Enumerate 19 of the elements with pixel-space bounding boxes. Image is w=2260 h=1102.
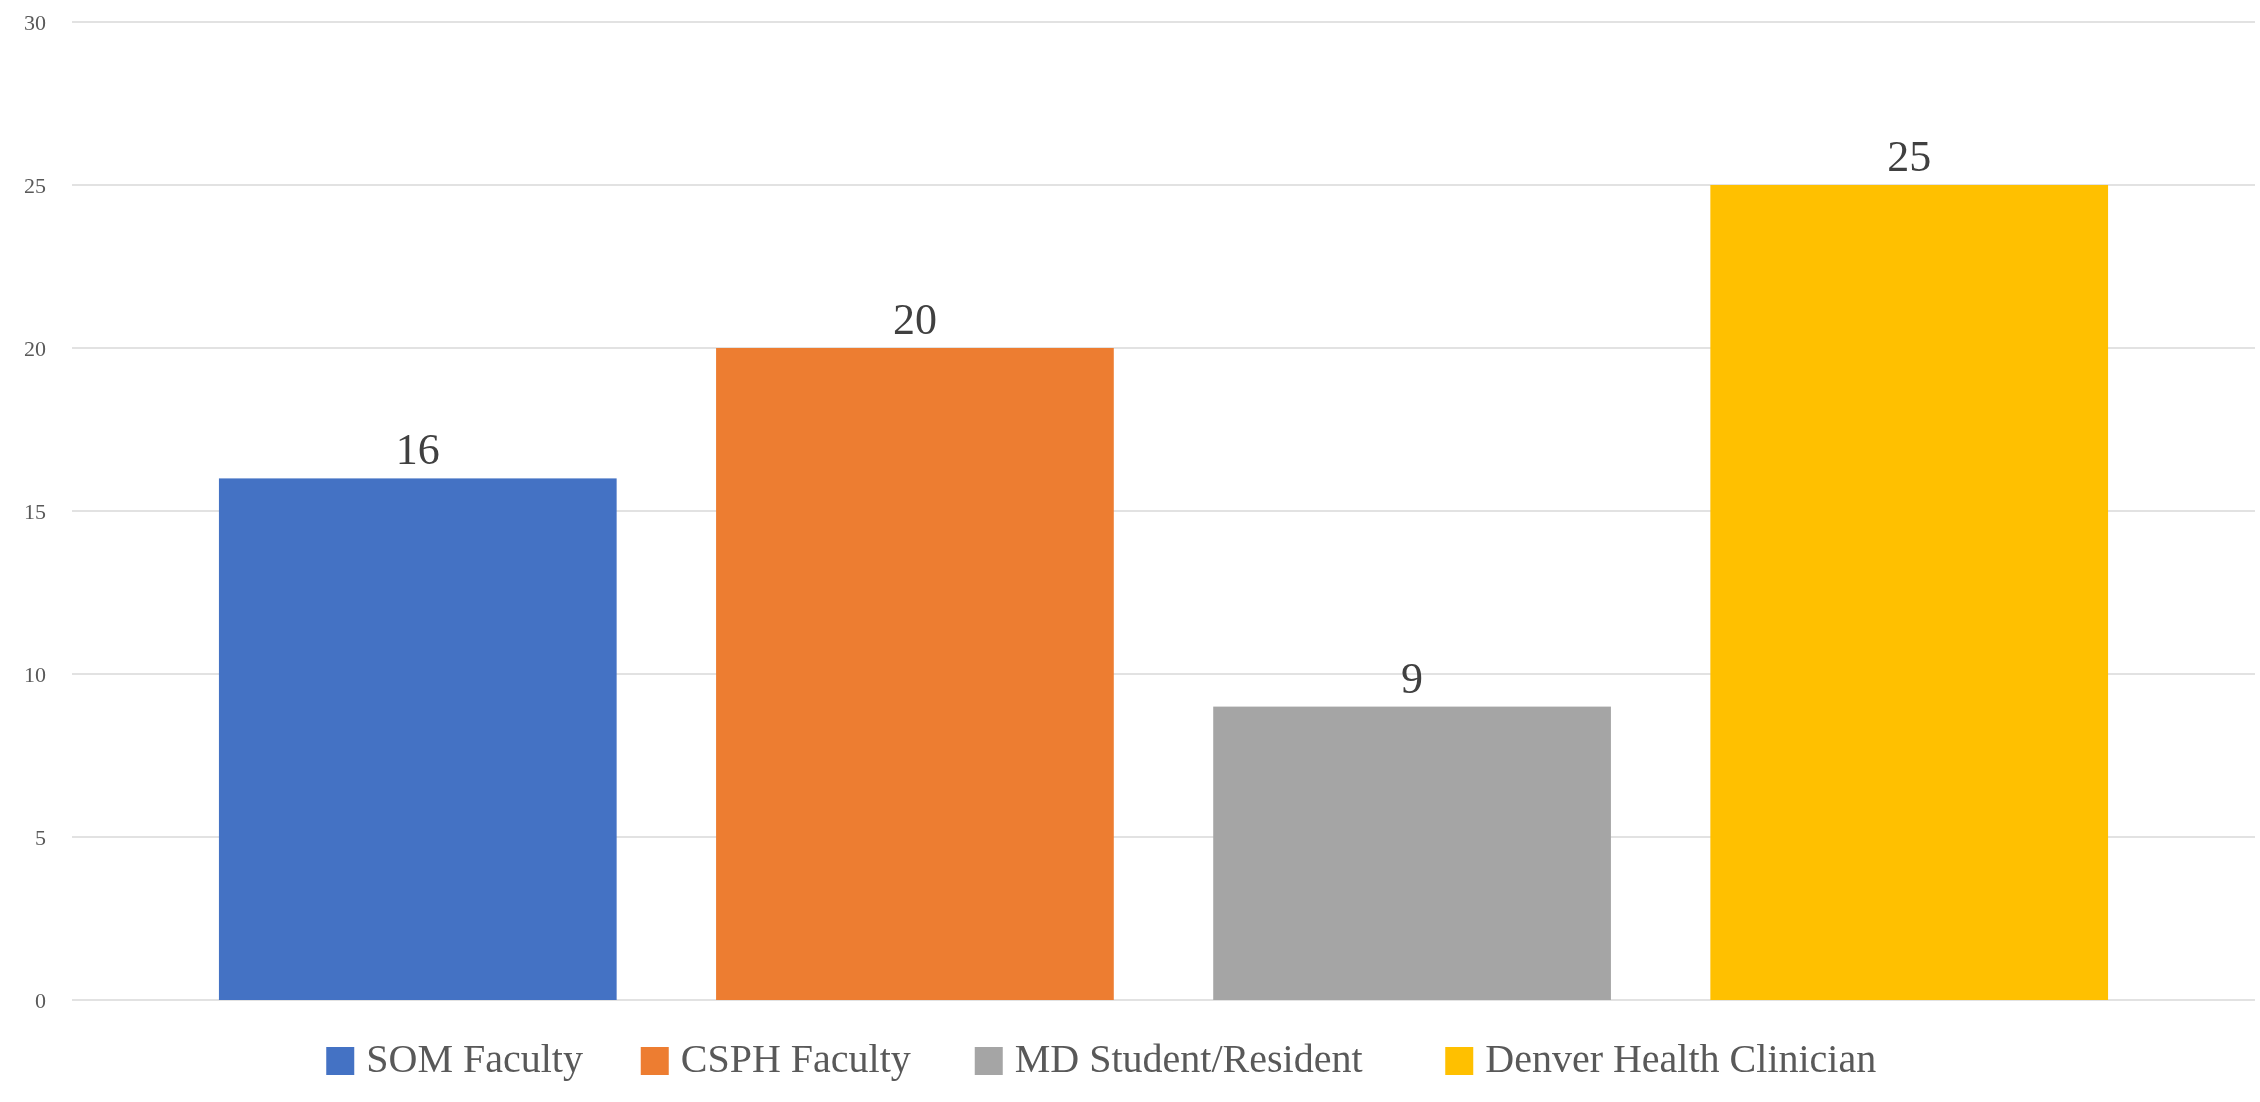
bar bbox=[218, 478, 617, 1000]
y-tick-label: 15 bbox=[24, 498, 46, 524]
legend-label: MD Student/Resident bbox=[1014, 1036, 1363, 1081]
data-label: 25 bbox=[1887, 132, 1932, 181]
bar bbox=[1213, 706, 1611, 1000]
y-tick-label: 20 bbox=[24, 335, 46, 361]
legend-label: SOM Faculty bbox=[366, 1036, 583, 1081]
y-tick-label: 10 bbox=[24, 661, 46, 687]
legend-label: Denver Health Clinician bbox=[1485, 1036, 1877, 1081]
y-tick-label: 30 bbox=[24, 9, 46, 35]
data-label: 9 bbox=[1401, 653, 1424, 703]
y-tick-label: 5 bbox=[35, 824, 46, 850]
y-tick-label: 0 bbox=[35, 987, 46, 1013]
bar bbox=[716, 348, 1114, 1000]
bar bbox=[1710, 185, 2109, 1000]
y-tick-label: 25 bbox=[24, 172, 46, 198]
data-label: 16 bbox=[395, 425, 440, 475]
data-label: 20 bbox=[892, 295, 937, 344]
legend-label: CSPH Faculty bbox=[680, 1036, 911, 1081]
